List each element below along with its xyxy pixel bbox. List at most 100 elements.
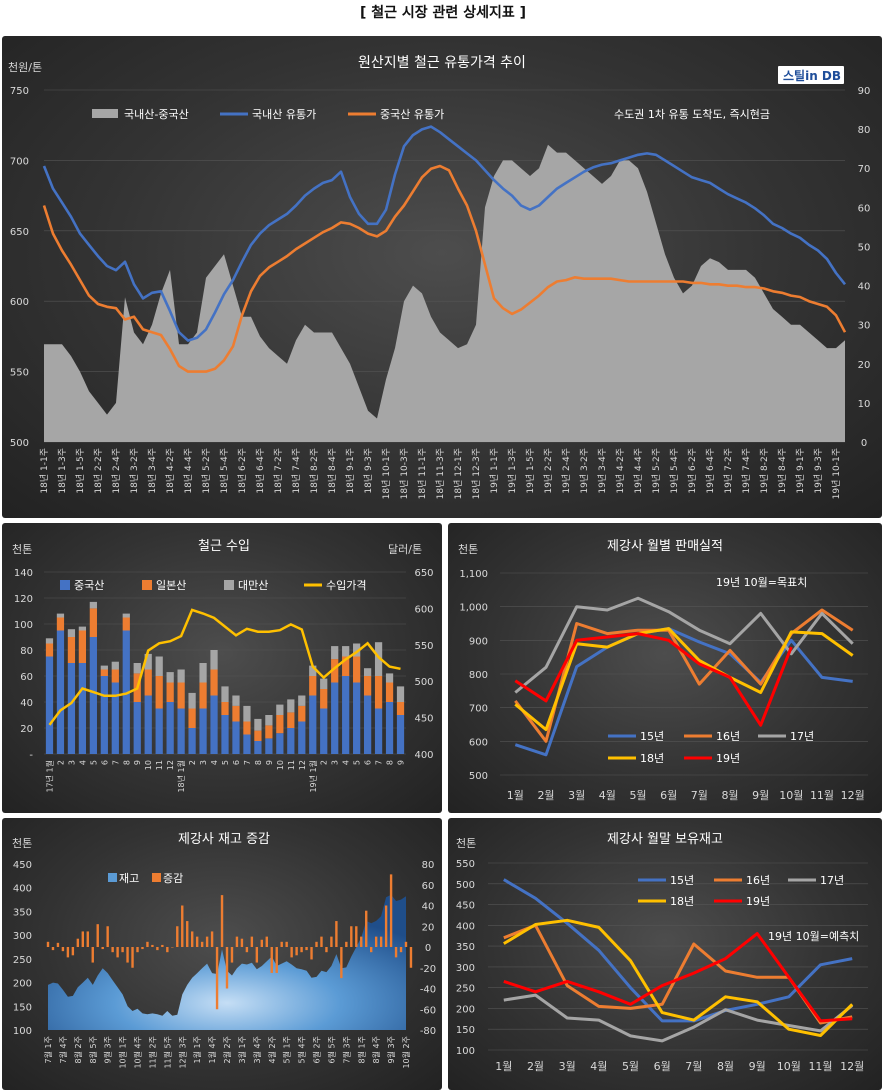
x-tick-label: 6 xyxy=(100,760,109,765)
bar-segment xyxy=(155,676,163,709)
x-tick-label: 8월 xyxy=(717,1060,734,1073)
x-tick-label: 4 xyxy=(210,760,219,765)
bar-segment xyxy=(78,663,87,754)
bar-change xyxy=(215,947,219,1010)
bar-segment xyxy=(166,672,174,683)
x-tick-label: 3월 xyxy=(568,789,585,802)
bar-segment xyxy=(155,656,163,676)
y-tick-label: 40 xyxy=(20,698,33,709)
y2-tick-label: 400 xyxy=(414,750,433,761)
y-tick-label: 150 xyxy=(13,1002,32,1013)
bar-segment xyxy=(111,669,119,683)
x-tick-label: 8 xyxy=(122,760,131,765)
legend-label: 15년 xyxy=(670,874,694,887)
x-tick-label: 5 xyxy=(89,760,98,765)
y-tick-label: 900 xyxy=(469,636,488,647)
x-tick-label: 18년 9-3주 xyxy=(363,448,374,494)
legend-label: 대만산 xyxy=(238,579,268,592)
bar-segment xyxy=(385,682,394,702)
y2-tick-label: 30 xyxy=(858,321,871,332)
bar-segment xyxy=(188,692,196,709)
bar-segment xyxy=(254,730,262,741)
x-tick-label: 7월 4주 xyxy=(58,1036,68,1063)
y-tick-label: 400 xyxy=(13,884,32,895)
bar-segment xyxy=(78,626,87,631)
x-tick-label: 3 xyxy=(67,760,76,765)
bar-change xyxy=(205,936,209,947)
chart-panel-import: - 20 40 60 80 100 120 140 400 450 500 550 600 650 17년 … xyxy=(2,523,442,813)
bar-segment xyxy=(45,638,54,644)
legend-label: 국내산 유통가 xyxy=(252,108,316,121)
y2-tick-label: 20 xyxy=(858,360,871,371)
bar-change xyxy=(260,939,264,947)
legend-label: 19년 xyxy=(746,895,770,908)
bar-change xyxy=(166,947,169,953)
y-tick-label: 600 xyxy=(469,737,488,748)
bar-segment xyxy=(331,682,339,754)
bar-change xyxy=(116,947,119,958)
x-tick-label: 3 xyxy=(331,760,340,765)
series-line-19 xyxy=(503,932,853,1023)
bar-segment xyxy=(374,708,383,754)
bar-segment xyxy=(342,646,350,657)
y2-axis-unit: 달러/톤 xyxy=(388,543,422,556)
bar-change xyxy=(365,910,368,947)
bar-segment xyxy=(374,642,383,676)
bar-segment xyxy=(254,741,262,754)
bar-segment xyxy=(221,715,229,754)
x-tick-label: 7월 3주 xyxy=(341,1036,351,1063)
x-tick-label: 8월 5주 xyxy=(88,1036,98,1063)
x-tick-label: 4월 xyxy=(590,1060,607,1073)
bar-segment xyxy=(210,695,218,754)
y2-tick-label: -80 xyxy=(420,1026,436,1037)
bar-segment xyxy=(144,669,152,696)
bar-segment xyxy=(363,695,372,754)
x-tick-label: 5월 xyxy=(629,789,646,802)
y-tick-label: 500 xyxy=(10,438,29,449)
x-tick-label: 6월 2주 xyxy=(312,1036,322,1063)
bar-change xyxy=(151,944,154,947)
bar-change xyxy=(335,921,338,947)
brand-logo-text: 스틸in DB xyxy=(783,69,841,83)
bar-segment xyxy=(243,721,251,735)
x-tick-label: 1월 xyxy=(495,1060,512,1073)
bar-change xyxy=(71,947,75,956)
bar-segment xyxy=(342,676,350,754)
bar-segment xyxy=(122,613,130,618)
bar-change xyxy=(379,936,383,947)
y-tick-label: 300 xyxy=(13,931,32,942)
bar-segment xyxy=(177,669,185,683)
legend-label: 16년 xyxy=(746,874,770,887)
x-tick-label: 2 xyxy=(56,760,65,765)
bar-segment xyxy=(276,704,284,715)
x-tick-label: 5월 4주 xyxy=(297,1036,307,1063)
bar-segment xyxy=(45,643,54,657)
import-chart: - 20 40 60 80 100 120 140 400 450 500 550 600 650 17년 … xyxy=(12,539,434,793)
y-tick-label: 1,100 xyxy=(459,569,488,580)
x-tick-label: 10 xyxy=(144,760,153,770)
bar-change xyxy=(146,941,149,947)
bar-segment xyxy=(265,738,273,754)
bar-change xyxy=(250,936,254,947)
x-tick-label: 19년 1월 xyxy=(308,760,318,793)
x-tick-label: 3월 4주 xyxy=(252,1036,262,1063)
bar-change xyxy=(270,947,273,973)
x-tick-label: 2월 2주 xyxy=(222,1036,232,1063)
x-tick-label: 18년 3-2주 xyxy=(129,448,140,494)
price-trend-chart: 500 550 600 650 700 750 0 10 20 30 40 50 60 70 80 90 18년… xyxy=(8,55,871,499)
bar-change xyxy=(320,936,323,947)
x-tick-label: 7월 xyxy=(685,1060,702,1073)
chart-title: 원산지별 철근 유통가격 추이 xyxy=(358,55,526,71)
x-tick-label: 19년 1-3주 xyxy=(507,448,518,494)
bar-segment xyxy=(166,702,174,754)
legend-label: 재고 xyxy=(119,872,139,885)
x-tick-label: 4월 xyxy=(599,789,616,802)
x-tick-label: 18년 5-2주 xyxy=(201,448,212,494)
legend-label: 중국산 xyxy=(74,579,104,592)
bar-change xyxy=(394,947,398,958)
bar-segment xyxy=(111,661,119,670)
y-axis-unit: 천톤 xyxy=(458,542,478,556)
x-tick-label: 4월 2주 xyxy=(267,1036,277,1063)
chart-title: 제강사 재고 증감 xyxy=(178,832,270,847)
x-tick-label: 6월 5주 xyxy=(326,1036,336,1063)
